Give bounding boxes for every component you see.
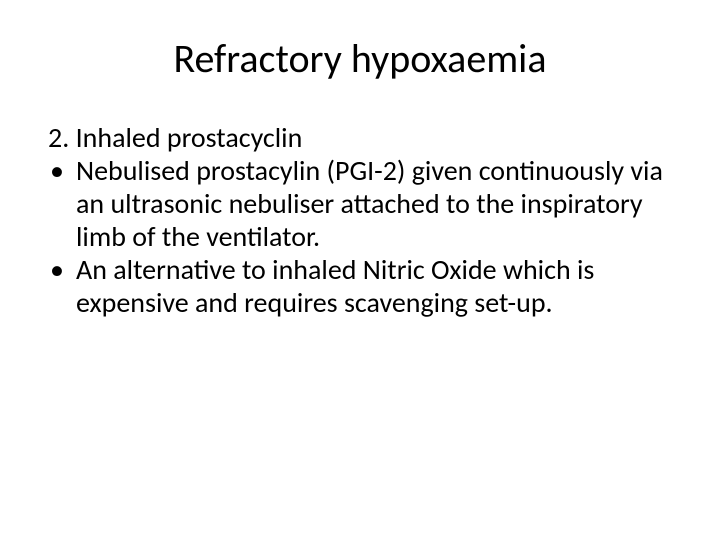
body-subheading: 2. Inhaled prostacyclin — [48, 121, 672, 154]
slide-body: 2. Inhaled prostacyclin Nebulised prosta… — [48, 121, 672, 319]
bullet-list: Nebulised prostacylin (PGI-2) given cont… — [48, 154, 672, 319]
list-item: Nebulised prostacylin (PGI-2) given cont… — [48, 154, 672, 253]
slide-container: Refractory hypoxaemia 2. Inhaled prostac… — [0, 0, 720, 540]
list-item: An alternative to inhaled Nitric Oxide w… — [48, 253, 672, 319]
slide-title: Refractory hypoxaemia — [48, 34, 672, 83]
